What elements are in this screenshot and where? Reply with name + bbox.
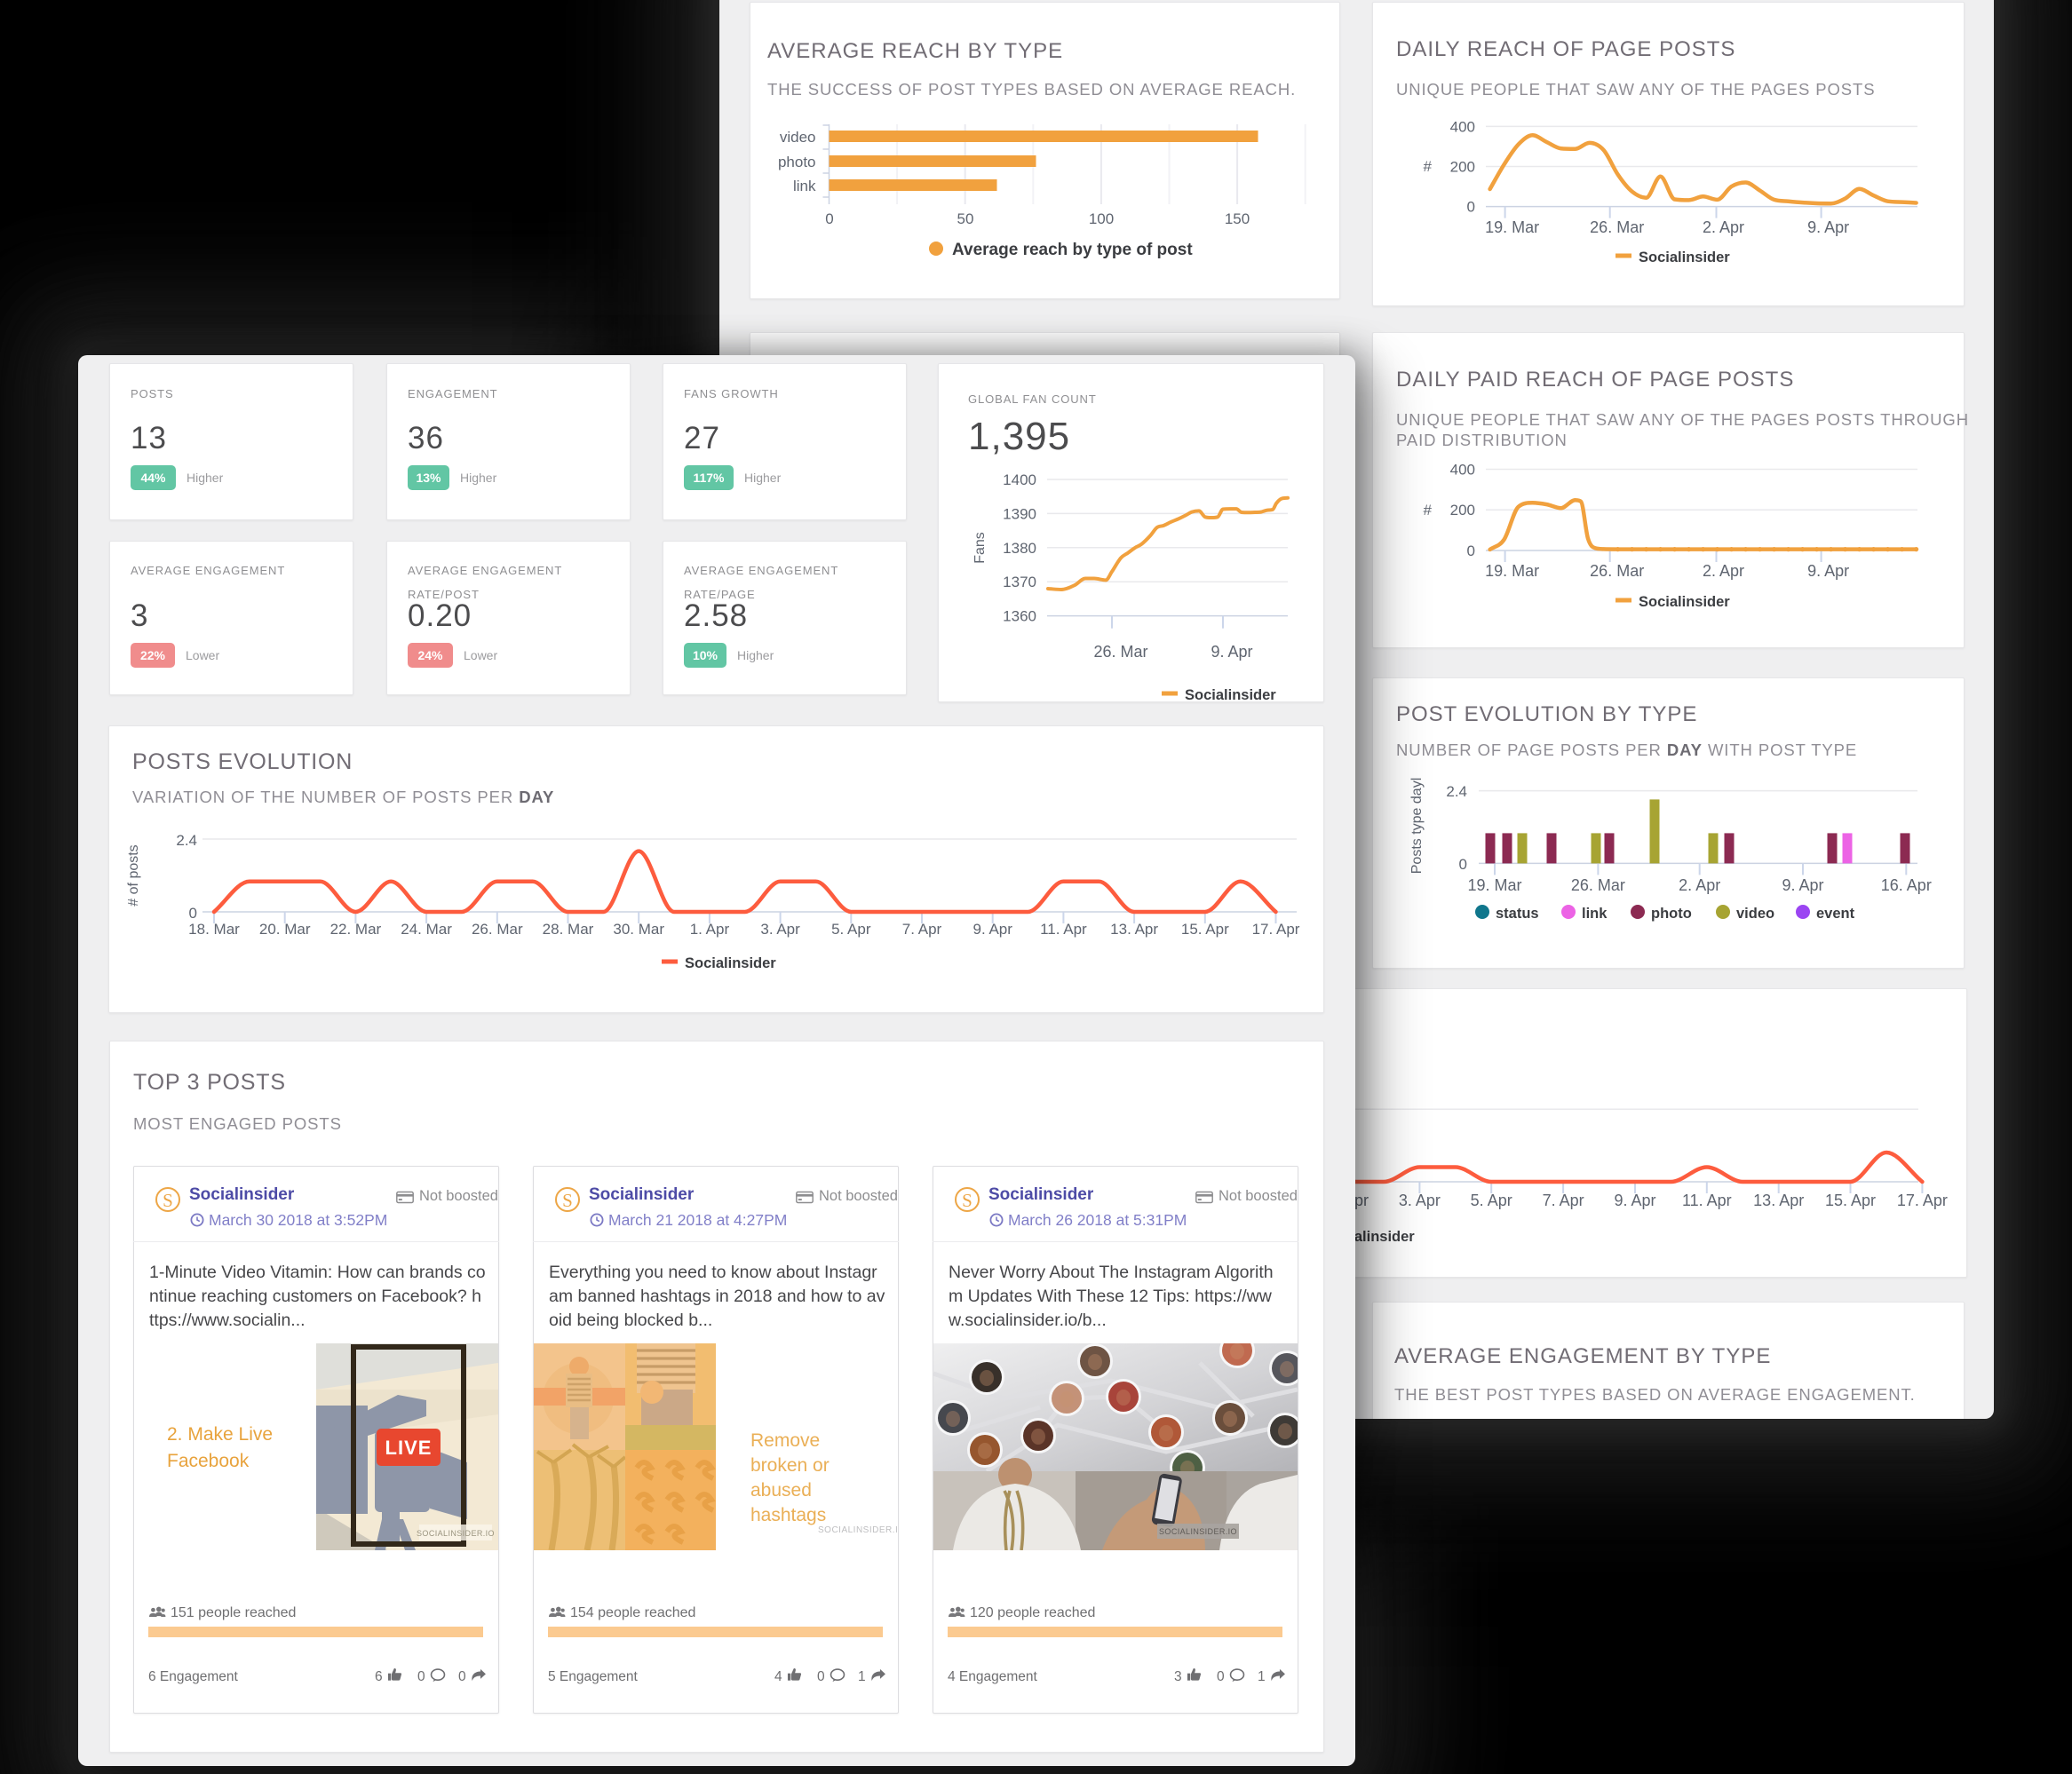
svg-text:100: 100: [1089, 210, 1114, 227]
svg-text:19. Mar: 19. Mar: [1485, 218, 1539, 236]
svg-text:400: 400: [1450, 118, 1475, 135]
svg-text:9. Apr: 9. Apr: [1807, 218, 1849, 236]
svg-text:19. Mar: 19. Mar: [1467, 876, 1521, 894]
svg-text:22. Mar: 22. Mar: [330, 921, 382, 938]
svg-text:1400: 1400: [1003, 471, 1036, 488]
svg-text:2. Apr: 2. Apr: [1679, 876, 1720, 894]
svg-text:Posts type dayl: Posts type dayl: [1409, 778, 1425, 875]
svg-text:13. Apr: 13. Apr: [1753, 1192, 1804, 1209]
svg-text:9. Apr: 9. Apr: [1807, 562, 1849, 580]
svg-text:#: #: [1424, 502, 1433, 519]
svg-text:26. Mar: 26. Mar: [1590, 218, 1644, 236]
svg-text:26. Mar: 26. Mar: [472, 921, 523, 938]
svg-text:video: video: [780, 129, 816, 146]
svg-text:3. Apr: 3. Apr: [760, 921, 800, 938]
svg-text:Average reach by type of post: Average reach by type of post: [952, 241, 1193, 259]
svg-text:28. Mar: 28. Mar: [543, 921, 594, 938]
svg-text:link: link: [793, 178, 816, 194]
svg-text:0: 0: [1467, 199, 1475, 216]
svg-text:Socialinsider: Socialinsider: [1639, 594, 1730, 610]
svg-text:event: event: [1816, 906, 1855, 922]
svg-text:400: 400: [1450, 462, 1475, 479]
svg-text:2.4: 2.4: [176, 832, 197, 849]
svg-text:link: link: [1582, 906, 1608, 922]
svg-text:200: 200: [1450, 159, 1475, 176]
svg-text:0: 0: [189, 905, 197, 922]
svg-text:30. Mar: 30. Mar: [613, 921, 664, 938]
svg-text:7. Apr: 7. Apr: [1543, 1192, 1584, 1209]
svg-text:0: 0: [1467, 542, 1475, 559]
svg-text:17. Apr: 17. Apr: [1897, 1192, 1948, 1209]
svg-text:26. Mar: 26. Mar: [1590, 562, 1644, 580]
svg-text:photo: photo: [778, 154, 816, 170]
svg-text:0: 0: [1459, 856, 1467, 873]
svg-text:Socialinsider: Socialinsider: [1185, 687, 1276, 703]
svg-text:2. Apr: 2. Apr: [1703, 218, 1744, 236]
svg-text:status: status: [1496, 906, 1539, 922]
svg-text:2. Apr: 2. Apr: [1703, 562, 1744, 580]
svg-text:1380: 1380: [1003, 540, 1036, 557]
svg-text:1370: 1370: [1003, 574, 1036, 590]
svg-text:1390: 1390: [1003, 505, 1036, 522]
svg-text:video: video: [1736, 906, 1774, 922]
svg-text:9. Apr: 9. Apr: [1614, 1192, 1655, 1209]
svg-text:SOCIALINSIDER.IO: SOCIALINSIDER.IO: [417, 1529, 495, 1538]
svg-text:Fans: Fans: [972, 532, 988, 564]
svg-text:SOCIALINSIDER.IO: SOCIALINSIDER.IO: [1159, 1527, 1237, 1536]
svg-text:Socialinsider: Socialinsider: [685, 955, 776, 971]
svg-text:26. Mar: 26. Mar: [1093, 643, 1147, 661]
svg-text:13. Apr: 13. Apr: [1110, 921, 1158, 938]
svg-text:26. Mar: 26. Mar: [1571, 876, 1625, 894]
svg-text:15. Apr: 15. Apr: [1825, 1192, 1876, 1209]
svg-text:2.4: 2.4: [1446, 783, 1467, 800]
svg-text:Socialinsider: Socialinsider: [1639, 249, 1730, 265]
svg-text:0: 0: [825, 210, 833, 227]
svg-text:150: 150: [1225, 210, 1250, 227]
svg-text:9. Apr: 9. Apr: [1211, 643, 1252, 661]
svg-text:18. Mar: 18. Mar: [188, 921, 240, 938]
svg-text:50: 50: [957, 210, 974, 227]
svg-text:5. Apr: 5. Apr: [831, 921, 871, 938]
svg-text:5. Apr: 5. Apr: [1471, 1192, 1512, 1209]
svg-text:24. Mar: 24. Mar: [401, 921, 452, 938]
svg-text:9. Apr: 9. Apr: [972, 921, 1012, 938]
svg-text:photo: photo: [1651, 906, 1692, 922]
svg-text:7. Apr: 7. Apr: [902, 921, 942, 938]
svg-text:16. Apr: 16. Apr: [1881, 876, 1932, 894]
svg-text:#: #: [1424, 158, 1433, 175]
svg-text:1360: 1360: [1003, 608, 1036, 625]
svg-text:11. Apr: 11. Apr: [1040, 921, 1087, 938]
svg-text:9. Apr: 9. Apr: [1782, 876, 1823, 894]
svg-text:19. Mar: 19. Mar: [1485, 562, 1539, 580]
svg-text:# of posts: # of posts: [126, 844, 141, 906]
svg-text:15. Apr: 15. Apr: [1181, 921, 1229, 938]
svg-text:LIVE: LIVE: [385, 1437, 433, 1459]
svg-text:17. Apr: 17. Apr: [1252, 921, 1300, 938]
svg-text:20. Mar: 20. Mar: [259, 921, 311, 938]
svg-text:3. Apr: 3. Apr: [1399, 1192, 1441, 1209]
svg-text:11. Apr: 11. Apr: [1682, 1192, 1732, 1209]
svg-text:200: 200: [1450, 502, 1475, 519]
svg-text:1. Apr: 1. Apr: [690, 921, 730, 938]
